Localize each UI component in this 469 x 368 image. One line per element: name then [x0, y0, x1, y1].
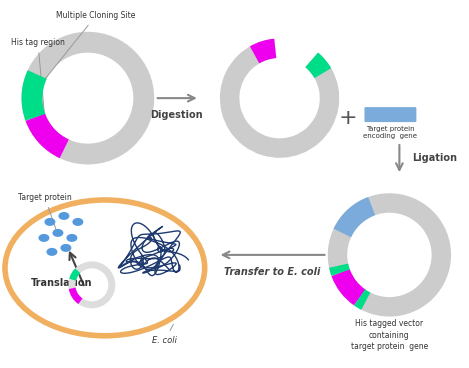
Text: Digestion: Digestion: [151, 110, 203, 120]
Text: +: +: [338, 108, 357, 128]
Text: Transfer to E. coli: Transfer to E. coli: [224, 267, 321, 277]
Text: Ligation: Ligation: [412, 153, 457, 163]
Ellipse shape: [45, 218, 55, 226]
Text: His tag region: His tag region: [11, 38, 65, 133]
Ellipse shape: [53, 229, 63, 237]
Text: Translation: Translation: [31, 278, 93, 288]
Text: E. coli: E. coli: [152, 324, 177, 345]
Ellipse shape: [59, 212, 69, 220]
Ellipse shape: [67, 234, 77, 242]
FancyBboxPatch shape: [364, 107, 416, 122]
Text: His tagged vector
containing
target protein  gene: His tagged vector containing target prot…: [351, 319, 428, 351]
Text: Multiple Cloning Site: Multiple Cloning Site: [34, 11, 136, 93]
Ellipse shape: [72, 218, 83, 226]
Ellipse shape: [46, 248, 57, 256]
Text: Target protein
encoding  gene: Target protein encoding gene: [363, 126, 417, 139]
Ellipse shape: [61, 244, 71, 252]
Text: Target protein: Target protein: [18, 193, 72, 232]
Ellipse shape: [38, 234, 49, 242]
